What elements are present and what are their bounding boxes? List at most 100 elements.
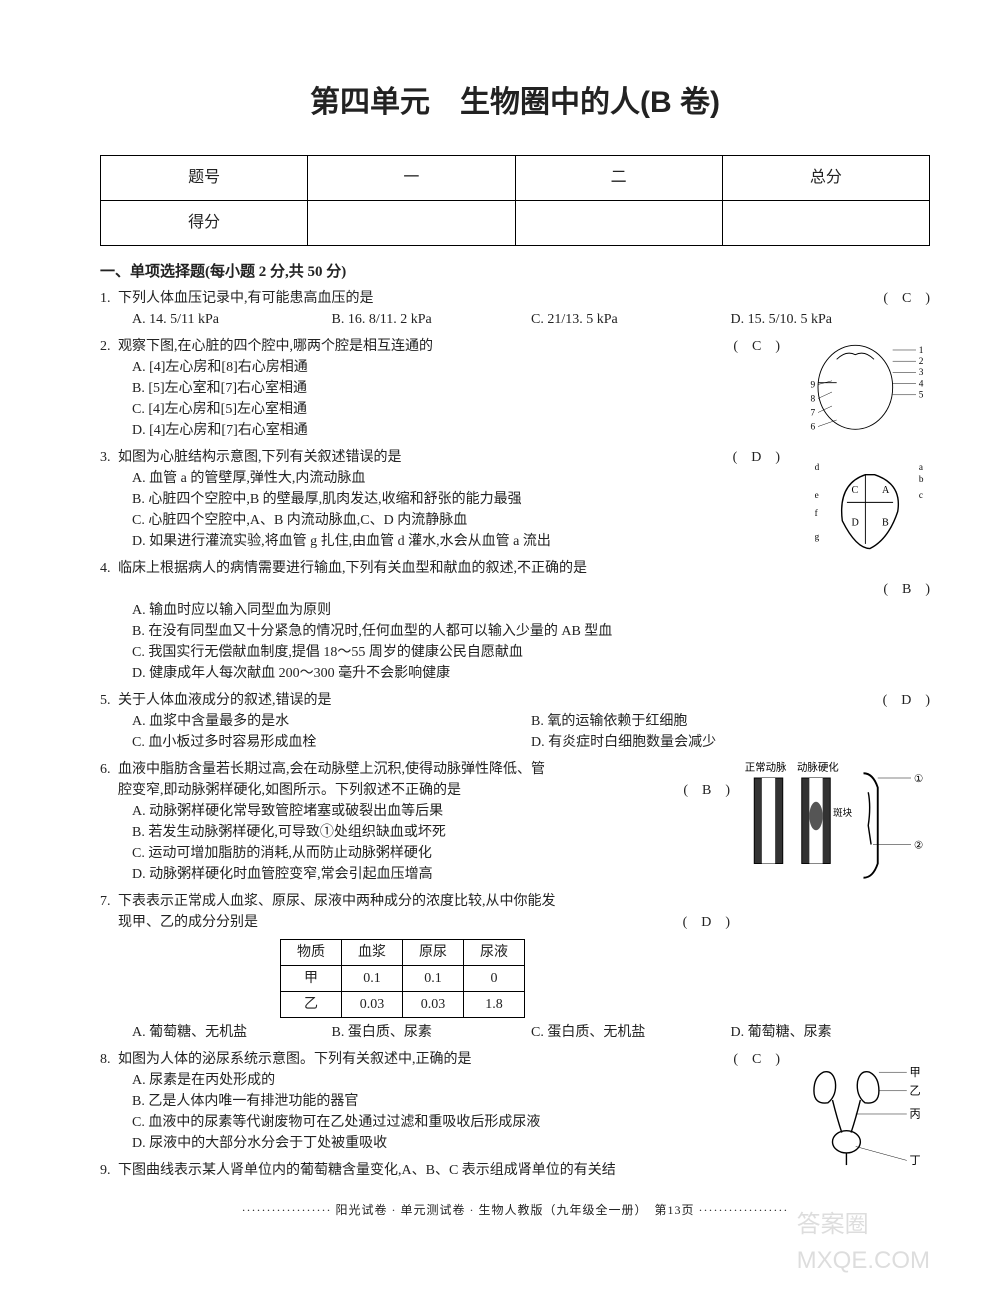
- svg-text:C: C: [852, 485, 859, 496]
- q3-option-b: B. 心脏四个空腔中,B 的壁最厚,肌肉发达,收缩和舒张的能力最强: [132, 489, 780, 510]
- q8-num: 8.: [100, 1049, 111, 1070]
- q7-th-2: 原尿: [403, 939, 464, 965]
- q5-answer: ( D ): [883, 690, 930, 711]
- svg-text:e: e: [815, 489, 819, 499]
- q2-option-a: A. [4]左心房和[8]右心房相通: [132, 357, 780, 378]
- svg-text:4: 4: [919, 379, 924, 389]
- q7-r2c3: 1.8: [464, 991, 525, 1017]
- q9-stem: 下图曲线表示某人肾单位内的葡萄糖含量变化,A、B、C 表示组成肾单位的有关结: [118, 1163, 616, 1178]
- svg-text:g: g: [815, 531, 820, 541]
- q5-option-b: B. 氧的运输依赖于红细胞: [531, 711, 930, 732]
- q3-num: 3.: [100, 447, 111, 468]
- q5-num: 5.: [100, 690, 111, 711]
- q4-stem: 临床上根据病人的病情需要进行输血,下列有关血型和献血的叙述,不正确的是: [118, 561, 587, 576]
- score-blank: [722, 201, 929, 246]
- q5-option-a: A. 血浆中含量最多的是水: [132, 711, 531, 732]
- svg-text:动脉硬化: 动脉硬化: [797, 760, 839, 773]
- q8-stem: 如图为人体的泌尿系统示意图。下列有关叙述中,正确的是: [118, 1052, 472, 1067]
- q8-answer: ( C ): [733, 1049, 780, 1070]
- svg-text:d: d: [815, 462, 820, 472]
- q7-r2c0: 乙: [281, 991, 342, 1017]
- svg-text:5: 5: [919, 390, 924, 400]
- score-header-3: 总分: [722, 156, 929, 201]
- question-9: 9. 下图曲线表示某人肾单位内的葡萄糖含量变化,A、B、C 表示组成肾单位的有关…: [100, 1160, 930, 1181]
- q9-num: 9.: [100, 1160, 111, 1181]
- q5-option-c: C. 血小板过多时容易形成血栓: [132, 732, 531, 753]
- q6-option-a: A. 动脉粥样硬化常导致管腔堵塞或破裂出血等后果: [132, 801, 730, 822]
- question-7: 7. 下表表示正常成人血浆、原尿、尿液中两种成分的浓度比较,从中你能发 现甲、乙…: [100, 891, 930, 1043]
- score-header-2: 二: [515, 156, 722, 201]
- q7-option-c: C. 蛋白质、无机盐: [531, 1022, 731, 1043]
- q5-stem: 关于人体血液成分的叙述,错误的是: [118, 693, 332, 708]
- q5-option-d: D. 有炎症时白细胞数量会减少: [531, 732, 930, 753]
- q1-stem: 下列人体血压记录中,有可能患高血压的是: [118, 291, 374, 306]
- svg-text:c: c: [919, 489, 923, 499]
- svg-text:D: D: [852, 517, 859, 528]
- artery-diagram: 正常动脉 动脉硬化 斑块 ① ②: [740, 759, 930, 883]
- q7-option-a: A. 葡萄糖、无机盐: [132, 1022, 332, 1043]
- q7-th-3: 尿液: [464, 939, 525, 965]
- score-table: 题号 一 二 总分 得分: [100, 155, 930, 246]
- table-row: 得分: [101, 201, 930, 246]
- q7-data-table: 物质 血浆 原尿 尿液 甲 0.1 0.1 0 乙 0.03 0.03 1.8: [280, 939, 525, 1018]
- q7-r1c3: 0: [464, 965, 525, 991]
- svg-text:正常动脉: 正常动脉: [745, 760, 787, 773]
- q6-option-d: D. 动脉粥样硬化时血管腔变窄,常会引起血压增高: [132, 864, 730, 885]
- svg-text:甲: 甲: [910, 1066, 921, 1078]
- q2-stem: 观察下图,在心脏的四个腔中,哪两个腔是相互连通的: [118, 339, 433, 354]
- q2-num: 2.: [100, 336, 111, 357]
- section-1-header: 一、单项选择题(每小题 2 分,共 50 分): [100, 261, 930, 284]
- q6-stem2: 腔变窄,即动脉粥样硬化,如图所示。下列叙述不正确的是: [118, 783, 461, 798]
- q4-option-d: D. 健康成年人每次献血 200～300 毫升不会影响健康: [132, 663, 930, 684]
- svg-text:a: a: [919, 462, 923, 472]
- q8-option-d: D. 尿液中的大部分水分会于丁处被重吸收: [132, 1133, 780, 1154]
- question-1: 1. 下列人体血压记录中,有可能患高血压的是 ( C ) A. 14. 5/11…: [100, 288, 930, 330]
- q7-option-b: B. 蛋白质、尿素: [332, 1022, 532, 1043]
- q4-option-c: C. 我国实行无偿献血制度,提倡 18～55 周岁的健康公民自愿献血: [132, 642, 930, 663]
- q6-num: 6.: [100, 759, 111, 780]
- question-4: 4. 临床上根据病人的病情需要进行输血,下列有关血型和献血的叙述,不正确的是 (…: [100, 558, 930, 684]
- svg-text:8: 8: [811, 394, 816, 404]
- q3-option-d: D. 如果进行灌流实验,将血管 g 扎住,由血管 d 灌水,水会从血管 a 流出: [132, 531, 780, 552]
- urinary-system-diagram: 甲 乙 丙 丁: [800, 1049, 930, 1170]
- q8-option-a: A. 尿素是在丙处形成的: [132, 1070, 780, 1091]
- q1-option-c: C. 21/13. 5 kPa: [531, 309, 731, 330]
- score-header-0: 题号: [101, 156, 308, 201]
- q7-r1c1: 0.1: [342, 965, 403, 991]
- q7-stem2: 现甲、乙的成分分别是: [118, 915, 258, 930]
- q2-option-d: D. [4]左心房和[7]右心室相通: [132, 420, 780, 441]
- q1-answer: ( C ): [883, 288, 930, 309]
- q7-answer: ( D ): [683, 912, 730, 933]
- q6-stem1: 血液中脂肪含量若长期过高,会在动脉壁上沉积,使得动脉弹性降低、管: [118, 762, 545, 777]
- svg-text:b: b: [919, 474, 924, 484]
- question-5: 5. 关于人体血液成分的叙述,错误的是 ( D ) A. 血浆中含量最多的是水 …: [100, 690, 930, 753]
- q7-num: 7.: [100, 891, 111, 912]
- svg-text:②: ②: [914, 840, 923, 851]
- q1-option-b: B. 16. 8/11. 2 kPa: [332, 309, 532, 330]
- watermark-top: 答案圈: [797, 1207, 930, 1243]
- svg-text:乙: 乙: [910, 1084, 921, 1097]
- svg-text:B: B: [882, 517, 889, 528]
- q4-answer: ( B ): [883, 579, 930, 600]
- svg-text:3: 3: [919, 368, 924, 378]
- question-2: 2. 观察下图,在心脏的四个腔中,哪两个腔是相互连通的 ( C ) A. [4]…: [100, 336, 930, 441]
- q1-option-a: A. 14. 5/11 kPa: [132, 309, 332, 330]
- q6-option-b: B. 若发生动脉粥样硬化,可导致①处组织缺血或坏死: [132, 822, 730, 843]
- score-header-1: 一: [308, 156, 515, 201]
- q2-option-c: C. [4]左心房和[5]左心室相通: [132, 399, 780, 420]
- q7-r1c0: 甲: [281, 965, 342, 991]
- q7-r2c2: 0.03: [403, 991, 464, 1017]
- q1-num: 1.: [100, 288, 111, 309]
- q7-stem1: 下表表示正常成人血浆、原尿、尿液中两种成分的浓度比较,从中你能发: [118, 894, 556, 909]
- table-row: 题号 一 二 总分: [101, 156, 930, 201]
- q3-stem: 如图为心脏结构示意图,下列有关叙述错误的是: [118, 450, 402, 465]
- score-blank: [308, 201, 515, 246]
- page-title: 第四单元 生物圈中的人(B 卷): [100, 80, 930, 125]
- q7-r1c2: 0.1: [403, 965, 464, 991]
- q4-num: 4.: [100, 558, 111, 579]
- q3-option-c: C. 心脏四个空腔中,A、B 内流动脉血,C、D 内流静脉血: [132, 510, 780, 531]
- svg-text:7: 7: [811, 408, 816, 418]
- q7-th-0: 物质: [281, 939, 342, 965]
- score-row-label: 得分: [101, 201, 308, 246]
- watermark-bottom: MXQE.COM: [797, 1243, 930, 1279]
